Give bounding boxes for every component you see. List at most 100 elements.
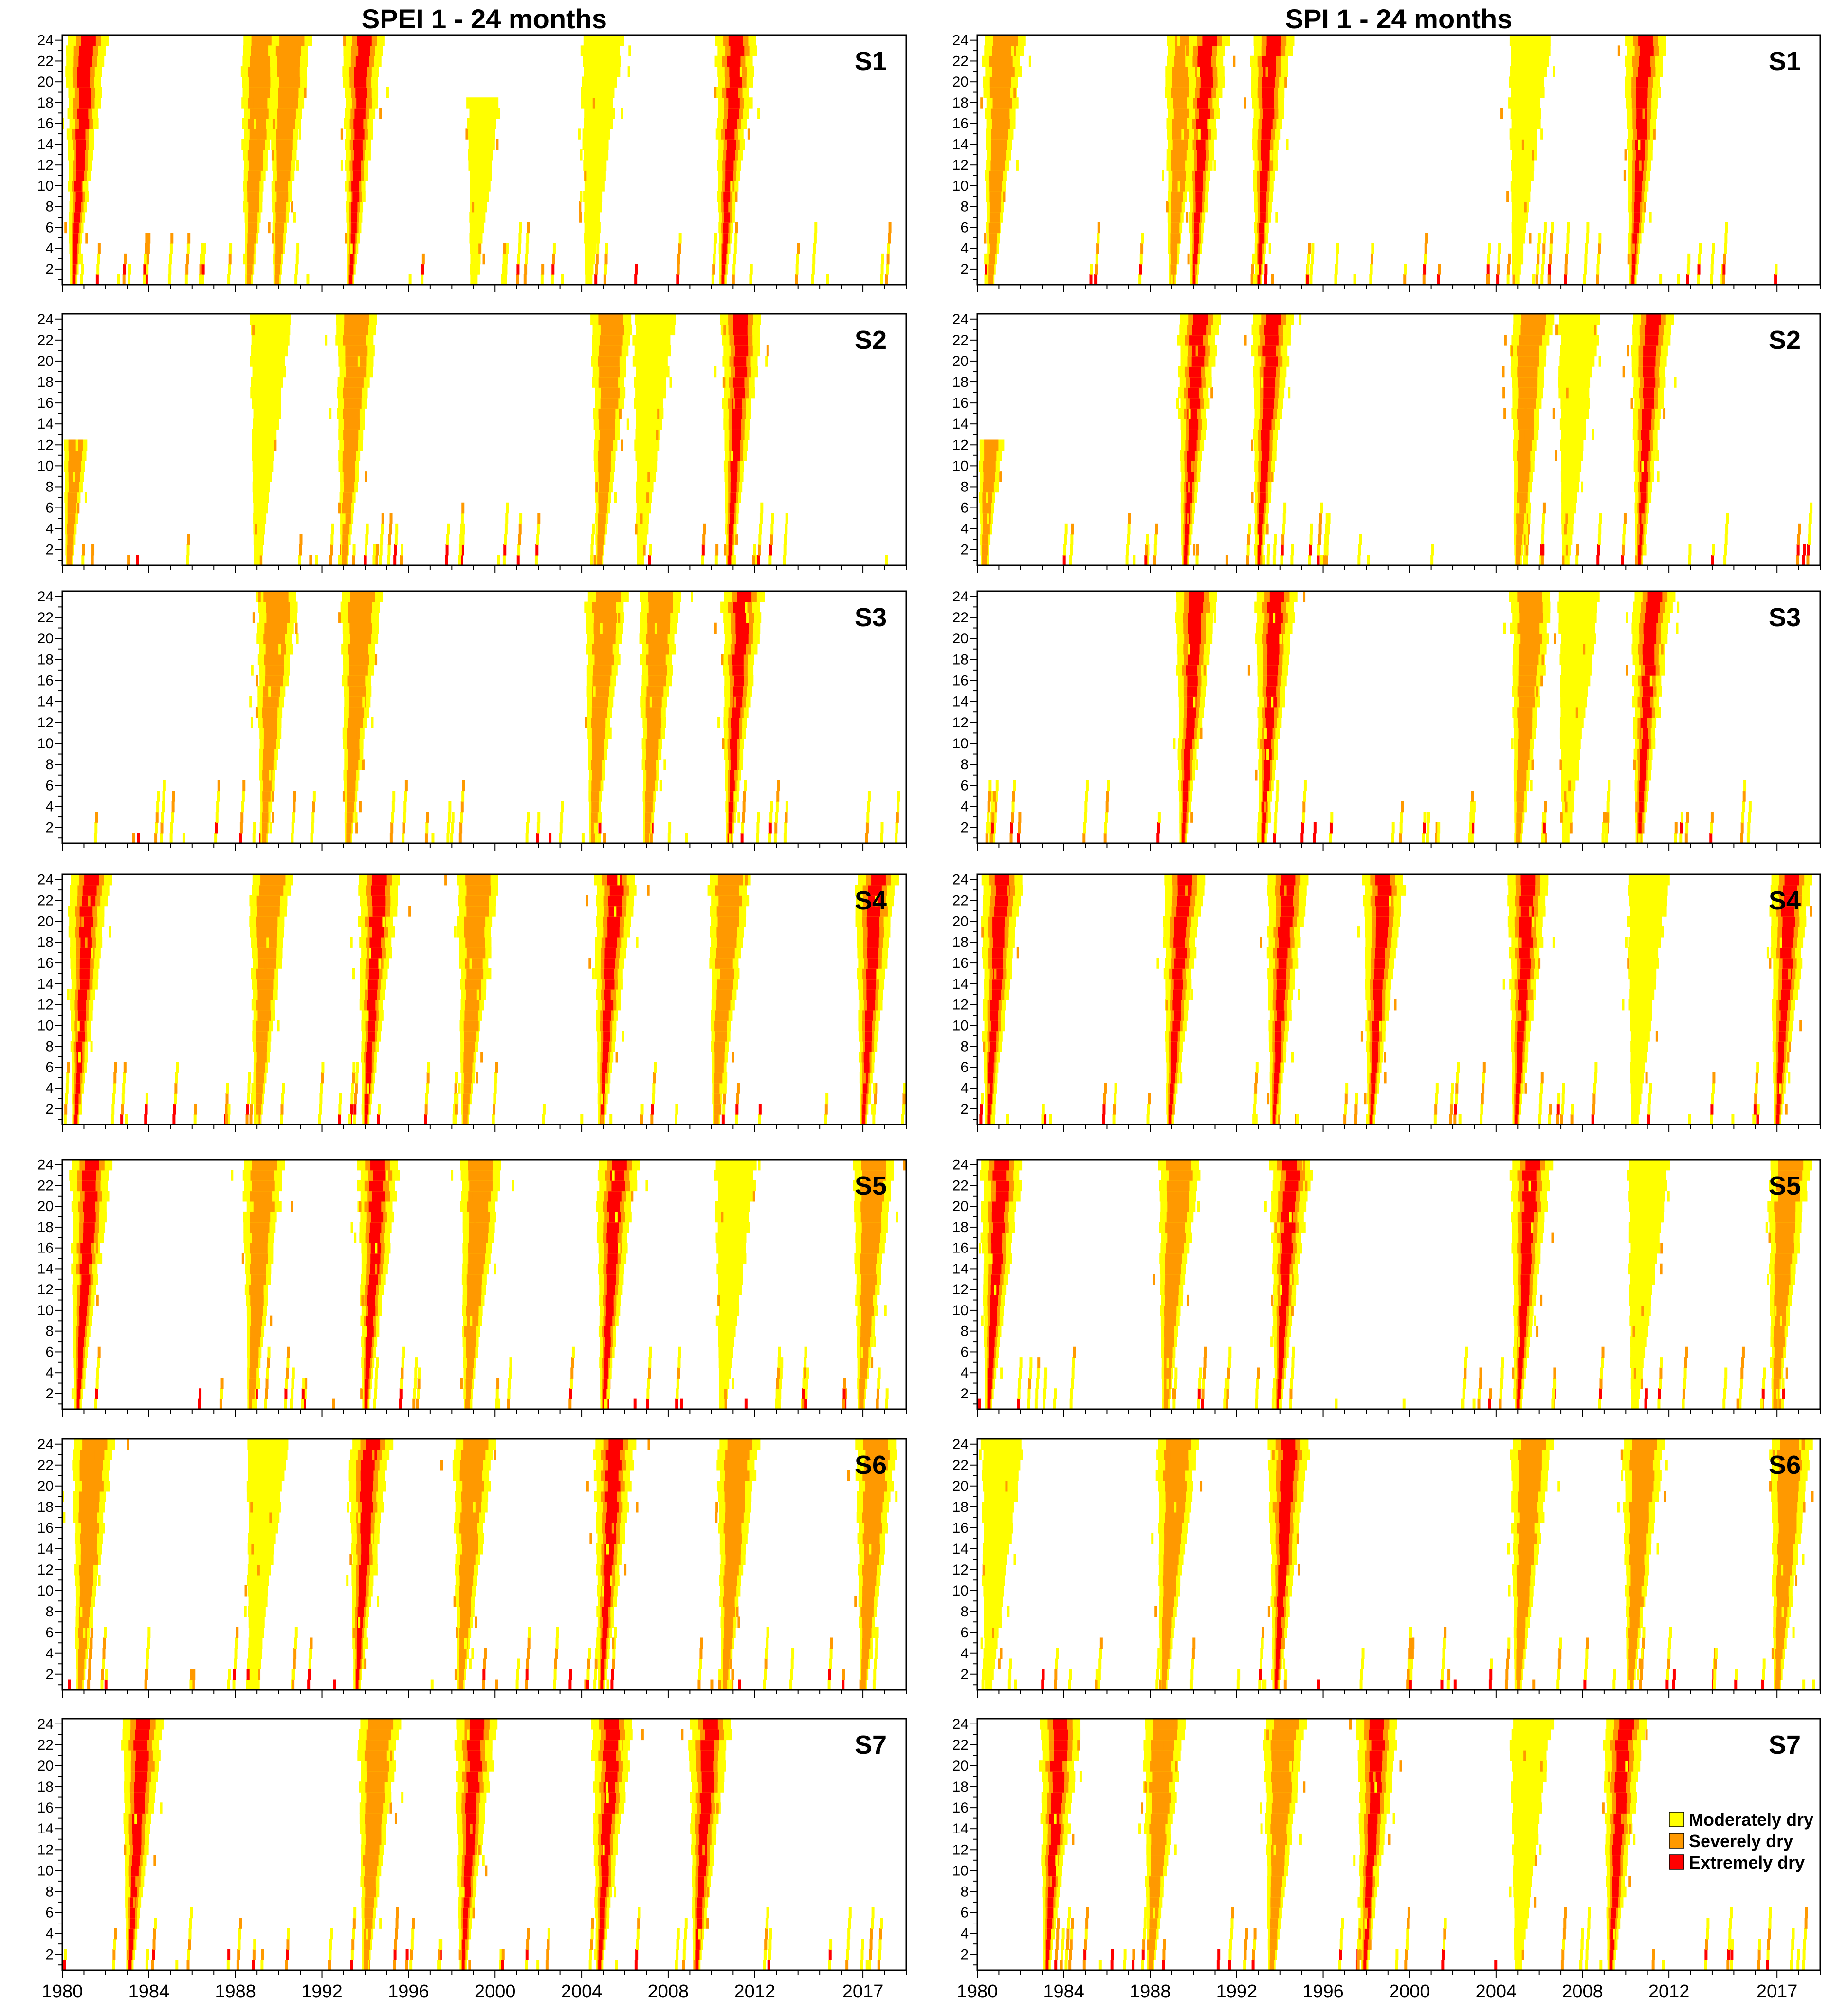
drought-cell [386,87,389,98]
drought-cell [79,1564,94,1576]
drought-cell [1658,87,1661,98]
drought-cell [348,643,368,655]
drought-cell [466,1813,476,1824]
drought-cell [871,1918,874,1929]
drought-cell [499,1960,502,1970]
drought-cell [468,139,495,150]
drought-cell [862,1627,872,1638]
drought-cell [1564,274,1567,285]
drought-cell [734,643,747,655]
drought-cell [584,170,606,181]
drought-cell [612,1637,615,1649]
drought-cell [880,1918,883,1929]
drought-cell [365,1357,370,1368]
drought-cell [717,968,734,980]
drought-cell [1171,149,1187,161]
drought-cell [264,958,267,969]
drought-cell [246,1669,250,1680]
drought-cell [252,439,275,451]
drought-cell [604,1740,618,1751]
drought-cell [718,1284,742,1295]
drought-cell [277,55,300,67]
drought-cell [362,1020,365,1032]
drought-cell [805,1378,808,1389]
drought-cell [731,471,737,482]
drought-cell [91,544,95,556]
drought-cell [361,1294,364,1306]
drought-cell [255,1388,258,1399]
drought-cell [356,45,370,56]
y-tick-label: 12 [37,1842,54,1858]
drought-cell [714,1093,721,1105]
drought-cell [714,1020,727,1032]
drought-cell [366,97,368,109]
drought-cell [368,1305,376,1316]
drought-cell [601,1585,604,1597]
drought-cell [63,1960,66,1970]
drought-cell [469,958,472,969]
drought-cell [268,222,271,234]
drought-cell [227,1679,230,1690]
drought-cell [695,1813,698,1824]
drought-cell [304,1378,308,1389]
drought-cell [584,212,600,223]
drought-cell [366,1760,369,1772]
drought-cell [1636,108,1647,119]
drought-cell [354,1232,357,1243]
drought-cell [94,1398,98,1409]
drought-cell [611,1669,614,1680]
drought-cell [867,906,880,917]
drought-cell [123,1072,126,1084]
drought-cell [696,1939,700,1950]
drought-cell [69,450,82,461]
drought-cell [1511,222,1526,234]
drought-cell [646,748,658,760]
drought-cell [252,450,274,461]
drought-cell [469,1232,488,1243]
drought-cell [375,654,378,666]
drought-cell [64,1949,67,1960]
drought-cell [985,264,988,275]
drought-cell [79,1093,82,1105]
drought-cell [595,253,599,265]
drought-cell [867,801,870,813]
drought-cell [842,1398,845,1409]
drought-cell [109,926,111,938]
drought-cell [749,274,752,285]
drought-cells [93,591,900,843]
drought-cell [296,633,299,644]
drought-cell [1497,264,1500,275]
drought-cell [91,555,94,565]
drought-cell [286,1939,290,1950]
drought-cell [394,1813,397,1824]
drought-cell [863,1502,883,1513]
drought-cell [768,1939,772,1950]
drought-cell [607,1481,621,1492]
drought-cell [254,1575,256,1586]
drought-cell [366,1072,371,1084]
drought-cell [716,979,733,990]
drought-cell [1196,139,1206,150]
drought-cell [735,622,749,634]
drought-cell [580,45,620,56]
drought-cell [188,1928,192,1940]
drought-cell [580,149,583,161]
drought-cell [619,1740,622,1751]
drought-cell [647,1439,650,1450]
drought-cell [1194,233,1199,244]
drought-cell [724,1606,735,1617]
drought-cell [351,201,358,213]
drought-cell [77,502,80,514]
drought-cell [468,1243,486,1254]
drought-cell [604,1585,611,1597]
drought-cell [604,1398,607,1409]
drought-cell [733,601,748,613]
drought-cell [645,707,661,718]
drought-cell [731,759,737,770]
drought-cell [1013,87,1016,98]
y-tick-label: 20 [37,913,54,929]
drought-cell [346,1575,349,1586]
drought-cell [637,555,644,565]
drought-cell [606,1760,619,1772]
